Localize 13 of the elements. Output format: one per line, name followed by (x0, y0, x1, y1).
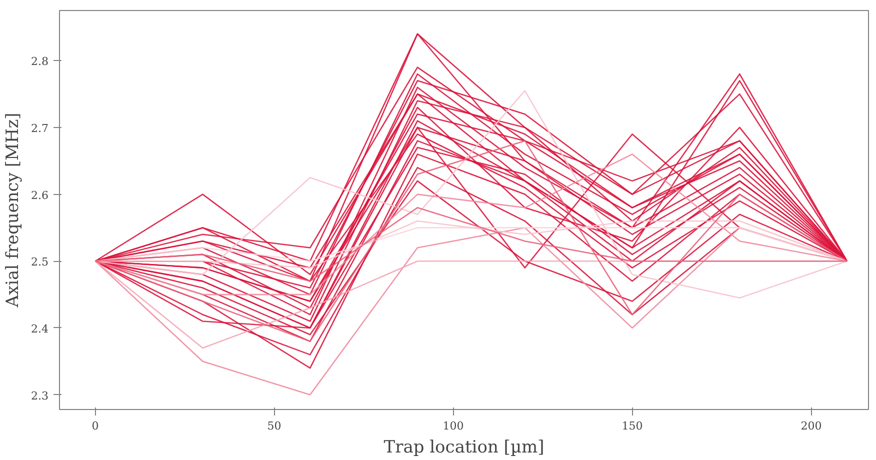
y-axis-title: Axial frequency [MHz] (3, 112, 24, 308)
x-tick-label: 200 (800, 420, 822, 432)
x-tick-label: 50 (267, 420, 282, 432)
y-tick-label: 2.7 (31, 122, 49, 135)
y-tick-label: 2.3 (31, 389, 49, 402)
y-tick-label: 2.5 (31, 256, 49, 269)
x-tick-label: 0 (92, 420, 99, 432)
x-axis-title: Trap location [µm] (384, 438, 544, 458)
y-tick-label: 2.4 (31, 322, 49, 336)
x-tick-label: 100 (442, 420, 464, 432)
y-tick-label: 2.8 (31, 55, 49, 68)
x-tick-label: 150 (622, 420, 643, 432)
y-tick-label: 2.6 (31, 188, 49, 202)
